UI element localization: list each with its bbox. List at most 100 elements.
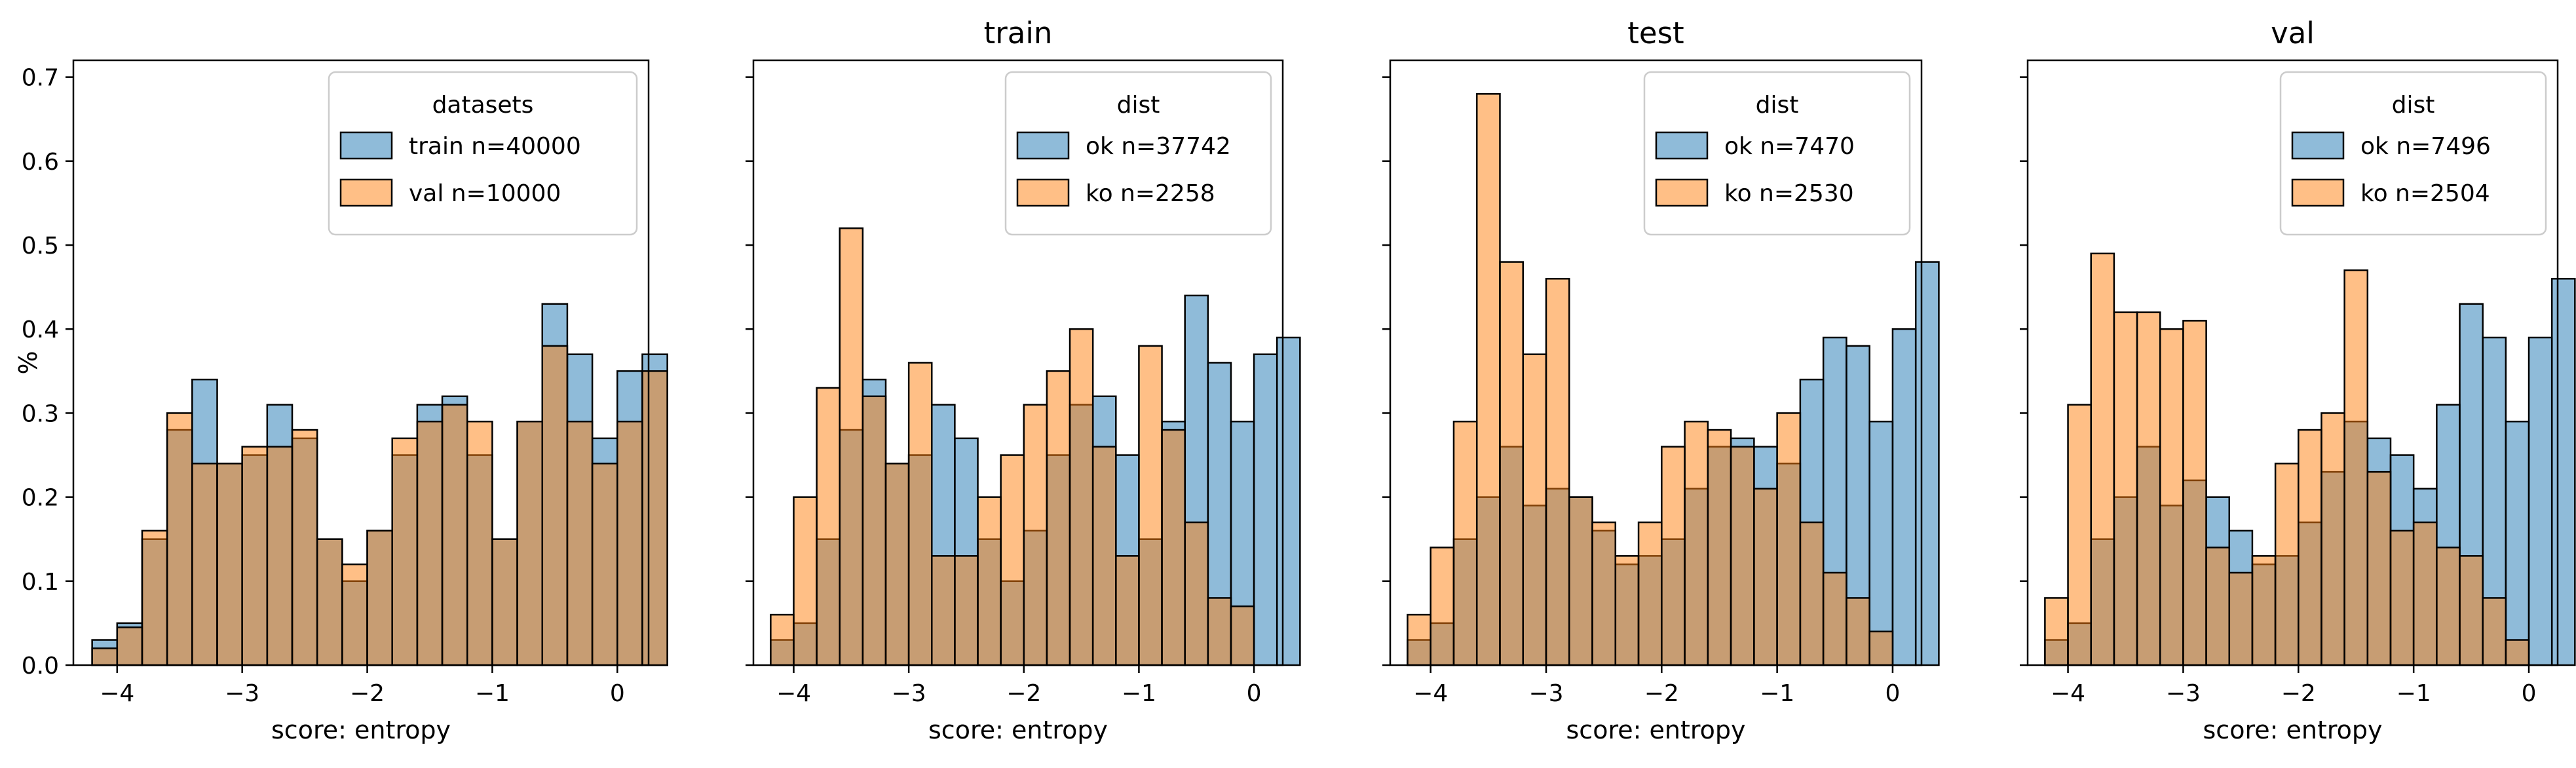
bar-orange-21 — [1230, 605, 1255, 666]
bar-orange-7 — [241, 446, 269, 666]
bar-orange-7 — [2182, 320, 2207, 666]
legend: dist ok n=37742 ko n=2258 — [1004, 71, 1272, 236]
bar-orange-9 — [1591, 521, 1617, 666]
bar-orange-15 — [1091, 446, 1117, 666]
histogram-panel-4: −4 −3 −2 −1 0 score: entropy val dist ok n=7496 k… — [2020, 16, 2576, 744]
legend-label: train n=40000 — [409, 133, 581, 160]
bar-orange-17 — [491, 538, 518, 666]
y-tick-label: 0.3 — [22, 400, 59, 427]
axes-frame — [752, 59, 1284, 666]
legend-swatch-orange — [339, 178, 393, 207]
bar-orange-1 — [770, 613, 795, 666]
legend-label: val n=10000 — [409, 180, 561, 207]
bar-orange-13 — [2320, 412, 2345, 666]
bar-orange-11 — [341, 563, 368, 666]
bar-orange-3 — [1452, 420, 1478, 666]
x-tick-label: −3 — [225, 680, 259, 707]
bar-orange-3 — [816, 387, 841, 666]
x-tick-label: −2 — [2281, 680, 2316, 707]
bar-orange-3 — [141, 529, 168, 666]
bar-orange-9 — [2228, 571, 2254, 666]
bar-blue-22 — [1253, 353, 1278, 666]
legend-box — [328, 71, 638, 236]
x-tick-label: −3 — [2166, 680, 2201, 707]
bar-orange-10 — [1614, 555, 1640, 666]
x-tick-label: −1 — [1122, 680, 1156, 707]
bar-orange-4 — [166, 412, 193, 666]
y-tick-label: 0.2 — [22, 485, 59, 512]
bar-orange-19 — [2459, 555, 2484, 666]
bar-orange-16 — [1753, 488, 1778, 666]
bar-orange-13 — [391, 437, 419, 666]
bar-orange-1 — [91, 647, 119, 666]
bar-orange-14 — [2343, 269, 2369, 666]
bar-orange-12 — [2298, 429, 2322, 666]
legend: dist ok n=7470 ko n=2530 — [1643, 71, 1911, 236]
bar-orange-19 — [541, 345, 569, 666]
bar-orange-1 — [2044, 597, 2069, 666]
bar-orange-2 — [2067, 404, 2092, 666]
legend-title: datasets — [432, 92, 534, 119]
x-tick-label: 0 — [2522, 680, 2537, 707]
bar-orange-14 — [416, 420, 444, 666]
bar-orange-18 — [1799, 521, 1825, 666]
bar-orange-17 — [1138, 345, 1163, 666]
legend-label: ko n=2530 — [1724, 180, 1854, 207]
legend-swatch-blue — [1016, 131, 1070, 160]
bar-orange-17 — [1776, 412, 1802, 666]
legend-box — [1004, 71, 1272, 236]
bar-orange-14 — [1069, 328, 1094, 666]
bar-blue-22 — [1891, 328, 1917, 666]
bar-orange-18 — [1161, 429, 1186, 666]
legend-box — [2279, 71, 2547, 236]
bar-orange-18 — [516, 420, 544, 666]
bar-orange-19 — [1184, 521, 1209, 666]
x-tick-label: −2 — [350, 680, 385, 707]
bar-orange-5 — [2136, 311, 2161, 666]
y-tick-label: 0.6 — [22, 149, 59, 176]
x-tick-label: −2 — [1006, 680, 1041, 707]
bar-blue-21 — [1868, 420, 1894, 666]
bar-orange-2 — [116, 626, 143, 666]
bar-orange-1 — [1407, 613, 1431, 666]
legend-swatch-blue — [1655, 131, 1709, 160]
x-tick-label: −3 — [892, 680, 926, 707]
x-tick-label: 0 — [1247, 680, 1262, 707]
x-tick-label: −4 — [100, 680, 134, 707]
bar-orange-8 — [266, 446, 294, 666]
legend-swatch-orange — [1655, 178, 1709, 207]
x-tick-label: −2 — [1644, 680, 1679, 707]
x-tick-label: −1 — [1760, 680, 1794, 707]
bar-orange-6 — [216, 463, 243, 666]
bar-orange-4 — [1475, 93, 1501, 666]
bar-orange-10 — [977, 496, 1002, 666]
x-tick-label: −1 — [2396, 680, 2431, 707]
legend-label: ok n=37742 — [1086, 133, 1231, 160]
bar-orange-8 — [2205, 547, 2231, 666]
panel-title: test — [1627, 16, 1684, 50]
bar-orange-5 — [191, 463, 218, 666]
x-tick-label: −3 — [1528, 680, 1563, 707]
x-axis-label: score: entropy — [271, 716, 451, 744]
bar-orange-6 — [1522, 353, 1547, 666]
bar-blue-23 — [1276, 336, 1301, 666]
bar-orange-16 — [1115, 555, 1140, 666]
bar-orange-10 — [316, 538, 343, 666]
bar-orange-15 — [2366, 470, 2392, 666]
legend-swatch-orange — [1016, 178, 1070, 207]
bar-orange-16 — [466, 420, 493, 666]
bar-orange-21 — [1868, 630, 1894, 666]
bar-orange-3 — [2090, 252, 2115, 666]
bar-orange-4 — [839, 227, 864, 666]
bar-orange-12 — [366, 529, 393, 666]
bar-orange-20 — [1846, 597, 1870, 666]
histogram-panel-1: 0.0 0.1 0.2 0.3 0.4 0.5 0.6 0.7 −4 −3 −2 −1 0 score: … — [22, 59, 668, 744]
bar-orange-6 — [2159, 328, 2184, 666]
bar-orange-4 — [2113, 311, 2138, 666]
bar-orange-7 — [1545, 278, 1570, 666]
axes-frame — [72, 59, 650, 666]
bar-orange-20 — [566, 420, 594, 666]
x-axis-label: score: entropy — [2203, 716, 2383, 744]
x-tick-label: 0 — [610, 680, 625, 707]
